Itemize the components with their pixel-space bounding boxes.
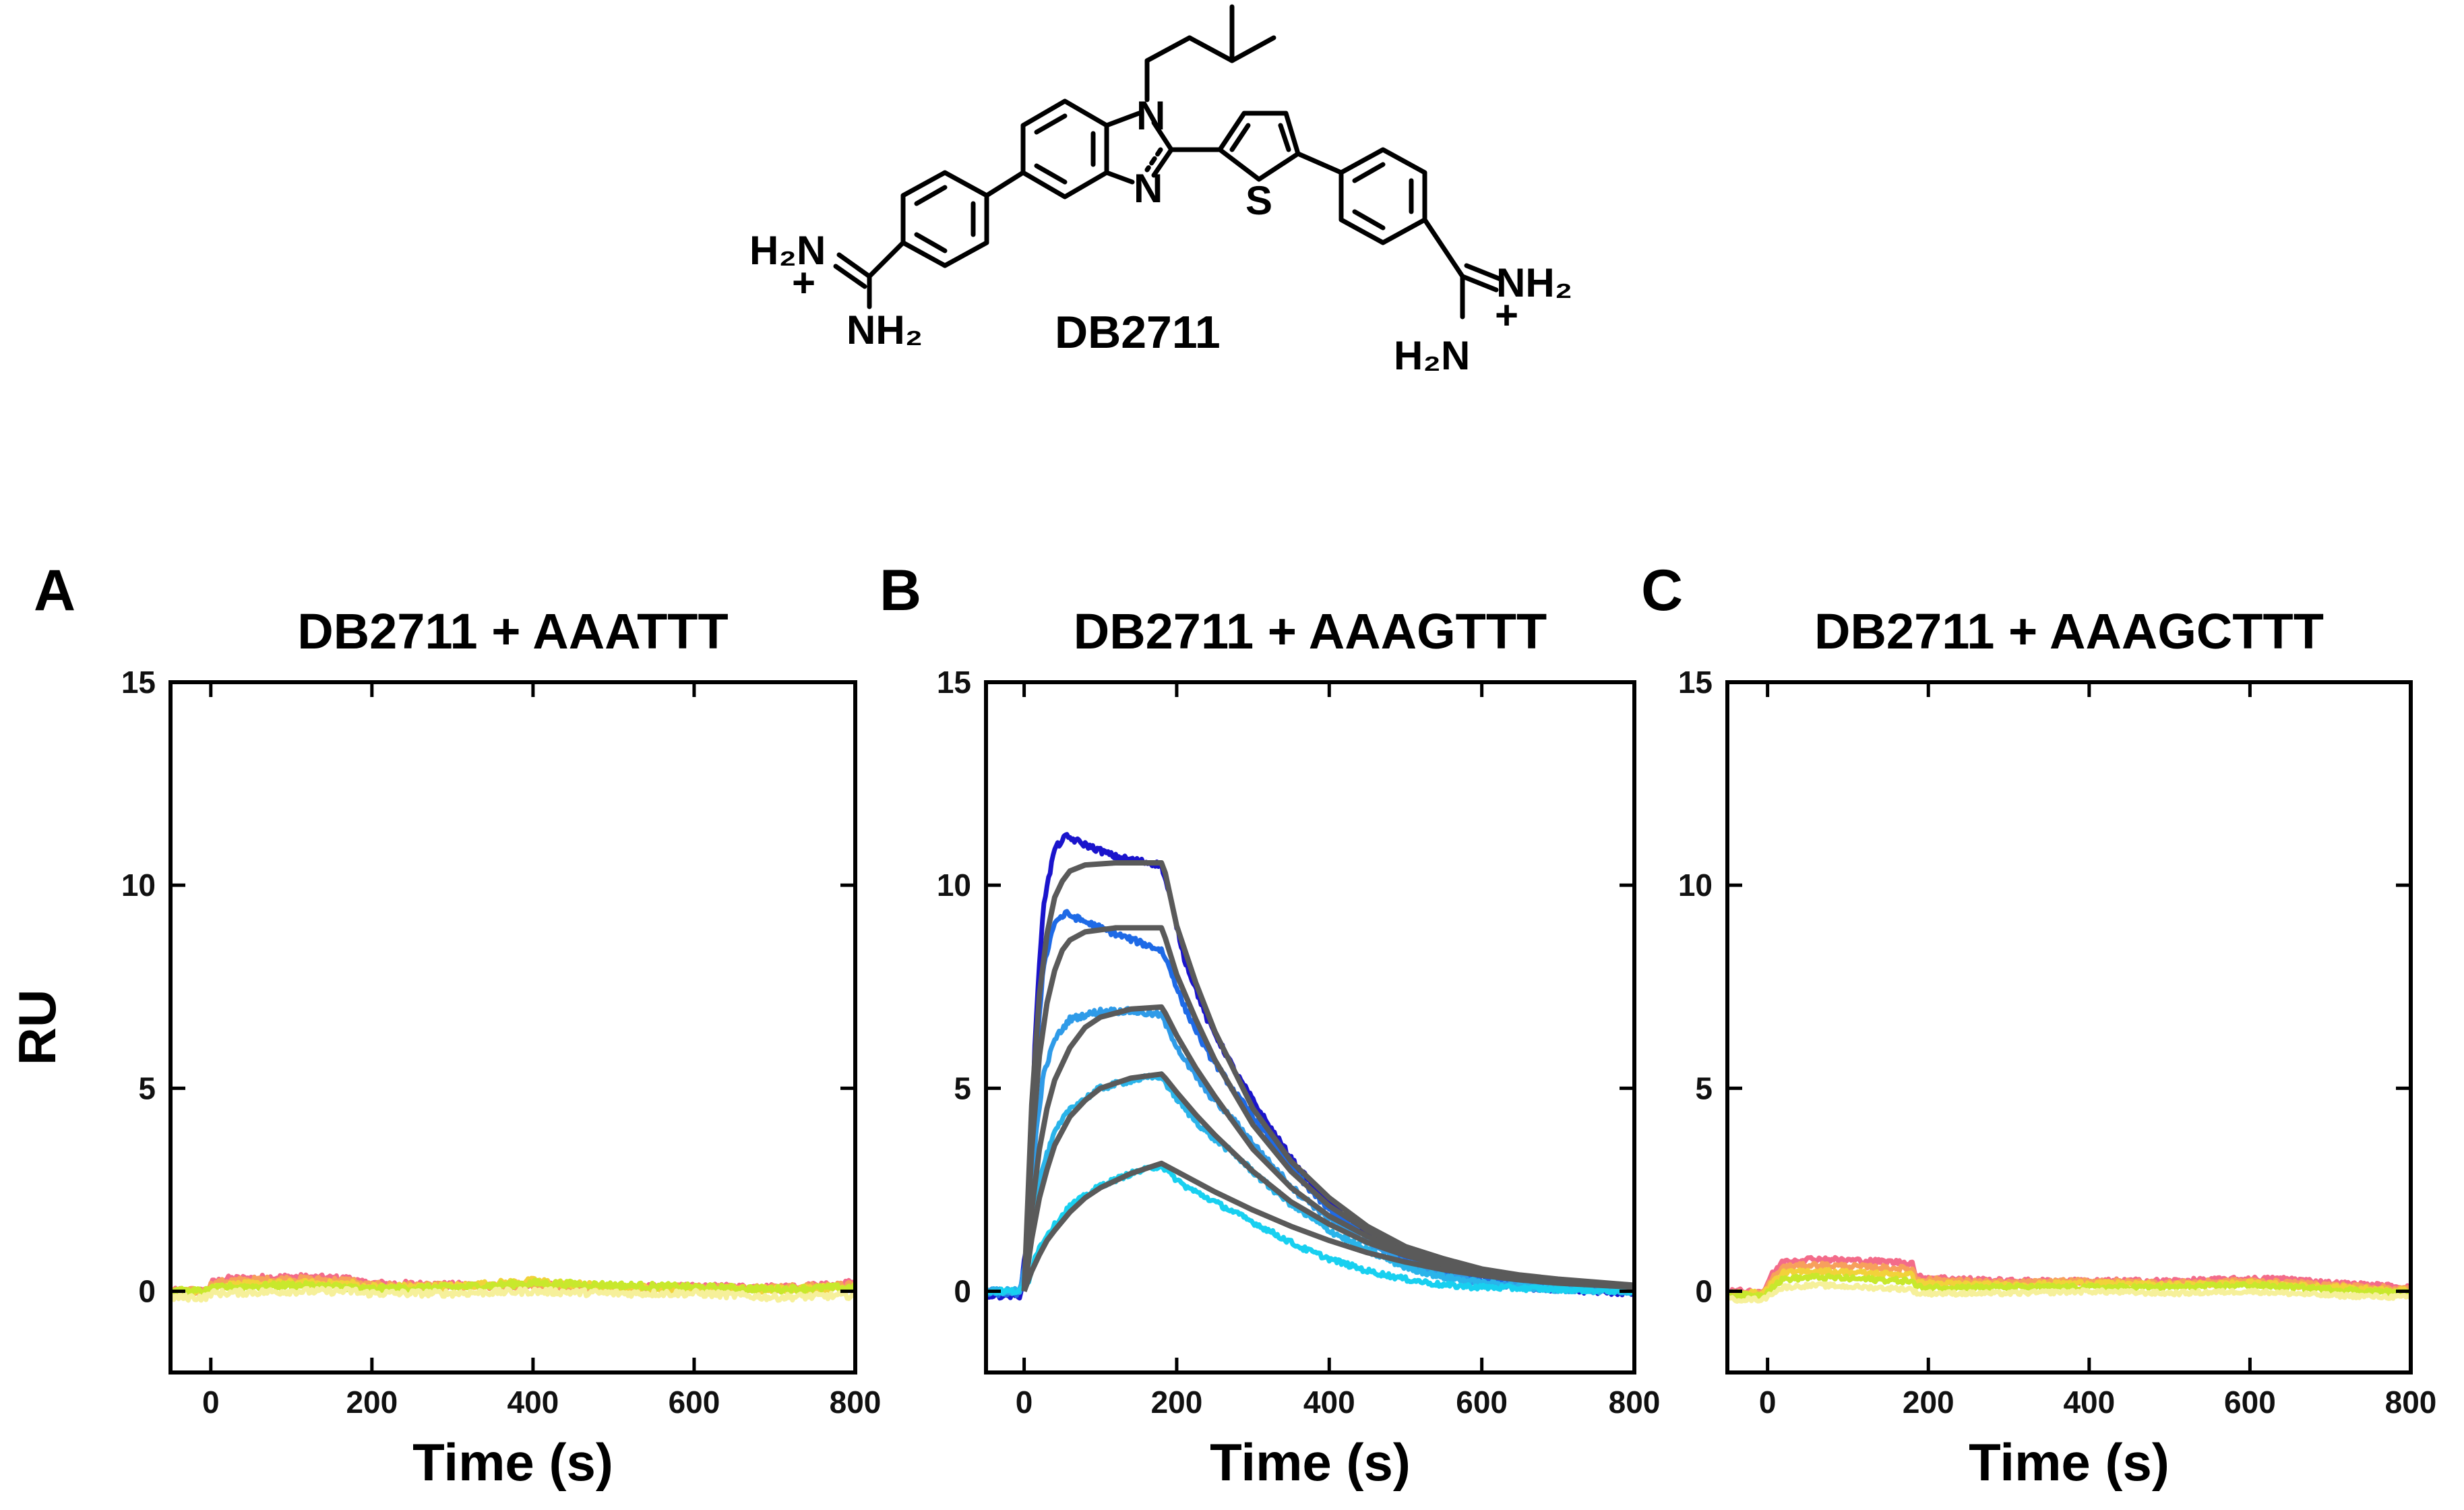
- right-phenyl-inner-bond: [1352, 162, 1386, 183]
- sulfur-label: S: [1245, 178, 1272, 223]
- x-tick-label: 600: [669, 1385, 720, 1420]
- x-tick-label: 800: [1609, 1385, 1661, 1420]
- right-phenyl-link-bond: [1295, 151, 1344, 175]
- x-tick-label: 0: [202, 1385, 220, 1420]
- x-tick-label: 600: [2224, 1385, 2276, 1420]
- fit-line-fit-3: [1021, 1004, 1634, 1292]
- x-tick-label: 200: [346, 1385, 398, 1420]
- y-tick-label: 10: [937, 868, 971, 903]
- y-axis-label: RU: [7, 990, 67, 1066]
- imidazole-bond: [1104, 170, 1135, 185]
- plot-frame: [168, 680, 857, 1375]
- series-line-conc-1: [986, 832, 1634, 1301]
- panel-c: C DB2711 + AAAGCTTT 0 200 400 600 800 0 5 10 15 Tim…: [1641, 558, 2436, 1492]
- benzimidazole-inner-bond: [1034, 113, 1068, 135]
- y-tick-label: 10: [121, 868, 156, 903]
- imidazole-bond: [1104, 111, 1142, 128]
- x-tick-label: 400: [507, 1385, 559, 1420]
- imidazole-bond: [1151, 120, 1174, 152]
- thiophene-inner-bond: [1229, 123, 1251, 152]
- x-tick-label: 400: [1303, 1385, 1355, 1420]
- right-amidine-bond: [1464, 263, 1503, 282]
- x-tick-label: 400: [2063, 1385, 2115, 1420]
- left-h2n-label: H₂N: [749, 228, 826, 273]
- y-tick-label: 10: [1678, 868, 1713, 903]
- isobutyl-bond: [1144, 35, 1192, 63]
- x-axis-label: Time (s): [1210, 1432, 1411, 1492]
- right-plus-charge: +: [1495, 293, 1518, 338]
- x-tick-label: 0: [1759, 1385, 1777, 1420]
- chemical-structure: H₂N + NH₂ N N S: [749, 4, 1572, 378]
- y-tick-label: 15: [121, 665, 156, 700]
- y-tick-label: 0: [954, 1274, 971, 1309]
- x-tick-label: 800: [2385, 1385, 2437, 1420]
- isobutyl-bond: [1187, 35, 1235, 63]
- left-phenyl-inner-bond: [914, 185, 948, 206]
- x-tick-label: 800: [830, 1385, 882, 1420]
- left-amidine-bond: [836, 252, 872, 279]
- n-top-label: N: [1136, 93, 1165, 138]
- series-line-conc-5: [171, 1286, 855, 1303]
- panel-a: A DB2711 + AAATTT 0 200 400 600 800 0 5 10 15 Time …: [7, 558, 881, 1492]
- compound-name: DB2711: [1055, 307, 1221, 358]
- right-nh2-label: NH₂: [1496, 260, 1572, 305]
- n-ring-label: N: [1134, 166, 1163, 211]
- series-line-conc-4: [171, 1277, 855, 1297]
- imidazole-bond: [1151, 147, 1174, 178]
- left-nh2-label: NH₂: [846, 307, 923, 353]
- fit-line-fit-4: [1021, 1071, 1634, 1292]
- y-tick-label: 5: [138, 1070, 156, 1106]
- y-tick-label: 15: [937, 665, 971, 700]
- fit-line-fit-5: [1021, 1160, 1634, 1292]
- x-tick-label: 0: [1016, 1385, 1033, 1420]
- x-tick-label: 200: [1903, 1385, 1954, 1420]
- benzimidazole-inner-bond: [1034, 163, 1068, 185]
- panel-letter: C: [1641, 558, 1683, 623]
- right-amidine-bond: [1460, 274, 1499, 293]
- plot-area: [1727, 1255, 2411, 1304]
- right-h2n-label: H₂N: [1394, 333, 1470, 378]
- panel-b: B DB2711 + AAAGTTT 0 200 400 600 800 0 5 10 15 Time…: [880, 558, 1660, 1492]
- phenyl-link-bond: [984, 170, 1026, 198]
- x-tick-label: 200: [1151, 1385, 1203, 1420]
- left-plus-charge: +: [792, 260, 815, 305]
- y-tick-label: 0: [138, 1274, 156, 1309]
- isobutyl-bond: [1229, 35, 1276, 63]
- plot-area: [986, 832, 1634, 1301]
- y-tick-label: 5: [1695, 1070, 1713, 1106]
- x-axis-label: Time (s): [412, 1432, 613, 1492]
- x-tick-label: 600: [1456, 1385, 1508, 1420]
- panel-title: DB2711 + AAAGTTT: [1074, 603, 1547, 659]
- series-line-conc-5: [1727, 1281, 2411, 1304]
- imidazole-bond: [1144, 147, 1163, 173]
- series-line-conc-4: [1727, 1273, 2411, 1300]
- right-amidine-bond: [1422, 217, 1465, 279]
- x-axis-label: Time (s): [1969, 1432, 2169, 1492]
- plot-frame: [984, 680, 1636, 1375]
- panel-title: DB2711 + AAAGCTTT: [1814, 603, 2324, 659]
- panel-letter: B: [880, 558, 921, 623]
- y-tick-label: 5: [954, 1070, 971, 1106]
- thiophene-ring: [1217, 111, 1301, 182]
- left-amidine-bond: [833, 264, 867, 289]
- left-phenyl-inner-bond: [914, 232, 948, 253]
- panel-letter: A: [34, 558, 75, 623]
- thiophene-inner-bond: [1278, 123, 1291, 152]
- plot-area: [171, 1272, 855, 1303]
- left-amidine-bond: [867, 240, 906, 279]
- panel-title: DB2711 + AAATTT: [297, 603, 728, 659]
- y-tick-label: 0: [1695, 1274, 1713, 1309]
- y-tick-label: 15: [1678, 665, 1713, 700]
- fit-line-fit-2: [1021, 925, 1634, 1292]
- plot-frame: [1725, 680, 2413, 1375]
- right-phenyl-inner-bond: [1352, 209, 1386, 231]
